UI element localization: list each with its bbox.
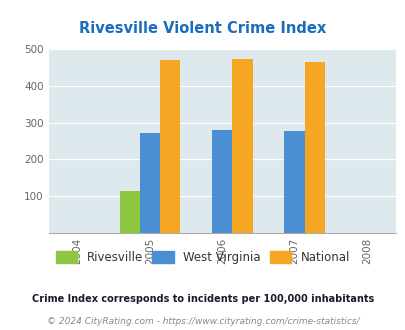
Bar <box>304 62 324 233</box>
Bar <box>232 59 252 233</box>
Bar <box>139 133 160 233</box>
Text: Rivesville Violent Crime Index: Rivesville Violent Crime Index <box>79 20 326 36</box>
Bar <box>212 130 232 233</box>
Text: Crime Index corresponds to incidents per 100,000 inhabitants: Crime Index corresponds to incidents per… <box>32 294 373 304</box>
Legend: Rivesville, West Virginia, National: Rivesville, West Virginia, National <box>53 248 352 266</box>
Bar <box>160 60 180 233</box>
Bar <box>284 131 304 233</box>
Bar <box>119 191 139 233</box>
Text: © 2024 CityRating.com - https://www.cityrating.com/crime-statistics/: © 2024 CityRating.com - https://www.city… <box>47 317 358 326</box>
